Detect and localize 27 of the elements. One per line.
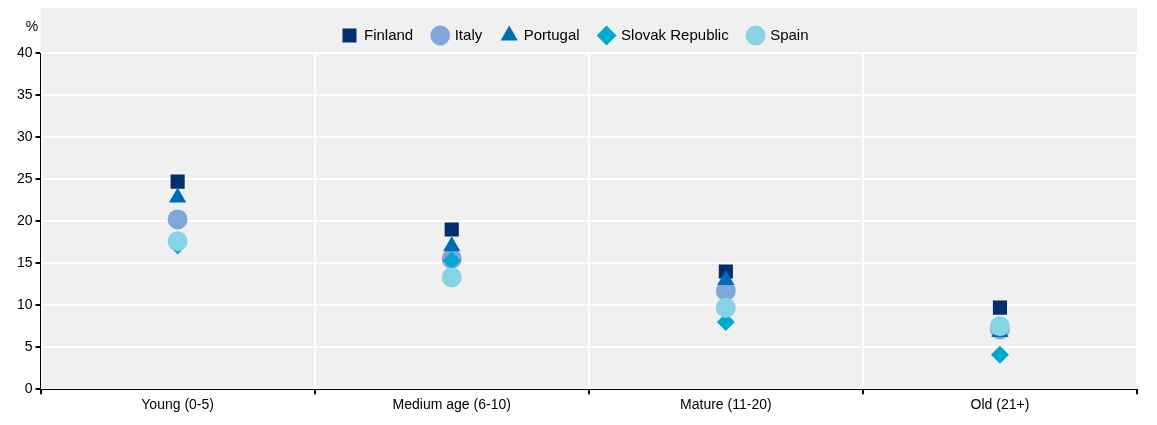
x-tick-label: Mature (11-20) [680,396,772,413]
point [441,267,462,288]
y-tick-label: 10 [16,296,33,313]
legend-label: Italy [454,25,483,43]
y-tick-label: 20 [16,211,33,228]
y-tick-label: 5 [24,338,33,355]
point [444,222,459,237]
y-axis-title: % [25,17,39,34]
point [715,297,736,318]
legend-label: Portugal [523,25,580,43]
point [167,231,188,252]
y-tick-label: 40 [16,43,33,60]
y-tick-label: 35 [16,85,33,102]
point [167,209,188,230]
y-tick-label: 30 [16,127,33,144]
y-tick-label: 25 [16,169,33,186]
legend-label: Slovak Republic [621,25,730,43]
y-tick-label: 15 [16,253,33,270]
x-tick-label: Medium age (6-10) [392,396,511,413]
point [170,174,185,189]
x-tick-label: Old (21+) [970,396,1030,413]
y-tick-label: 0 [24,380,33,397]
legend-label: Finland [364,25,414,43]
legend-label: Spain [770,25,809,43]
point [990,345,1009,364]
point [992,300,1008,315]
x-tick-label: Young (0-5) [141,396,214,413]
